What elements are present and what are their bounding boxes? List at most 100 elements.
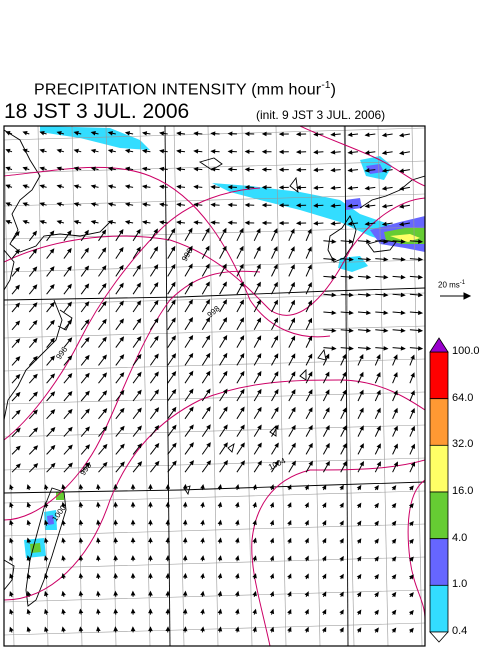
wind-vector-head [339, 573, 344, 579]
wind-vector-head [56, 166, 62, 171]
wind-vector-head [366, 257, 372, 262]
wind-vector-head [188, 245, 193, 251]
wind-vector-head [257, 442, 262, 448]
colorbar-segment [429, 584, 449, 633]
wind-vector-head [188, 227, 193, 234]
wind-vector-head [376, 371, 381, 378]
wind-vector-head [78, 590, 84, 596]
wind-vector-head [235, 590, 240, 597]
wind-vector-head [32, 337, 38, 344]
wind-vector-head [356, 573, 362, 580]
precipitation-areas [24, 126, 425, 558]
wind-vector-head [287, 608, 292, 615]
wind-vector-head [73, 202, 79, 207]
wind-vector-head [348, 292, 354, 298]
wind-vector-head [222, 299, 227, 305]
wind-vector-head [308, 424, 313, 431]
wind-vector-head [78, 519, 84, 525]
wind-vector-head [391, 609, 397, 615]
precip-cells-northeast-core [366, 164, 384, 174]
wind-vector-head [26, 484, 32, 490]
wind-vector-head [176, 202, 182, 208]
wind-vector-head [418, 292, 424, 298]
wind-vector-head [295, 220, 301, 226]
wind-vector-head [400, 310, 406, 316]
wind-vector-head [67, 426, 73, 432]
wind-vector-head [235, 519, 240, 525]
wind-vector-head [32, 320, 38, 326]
wind-vector-head [210, 184, 216, 190]
wind-vector-head [124, 202, 131, 207]
wind-vector-head [244, 184, 250, 190]
wind-vector-head [73, 219, 79, 225]
meridian-line [275, 126, 287, 646]
wind-vector-head [136, 264, 141, 270]
wind-vector-head [418, 274, 424, 280]
wind-vector-head [252, 626, 257, 632]
wind-vector-head [148, 572, 153, 578]
wind-vector-head [101, 265, 107, 271]
wind-vector-head [200, 626, 205, 632]
isobar-998-diag [4, 270, 261, 521]
wind-vector-head [239, 353, 245, 359]
wind-vector-head [188, 370, 194, 376]
wind-vector-head [148, 501, 153, 507]
wind-vector-head [176, 220, 182, 225]
wind-vector-head [307, 299, 312, 306]
wind-vector-head [273, 353, 279, 359]
wind-vector-head [5, 202, 11, 207]
wind-vector-head [5, 148, 11, 154]
wind-vector-head [313, 167, 319, 173]
wind-vector-head [359, 443, 364, 449]
wind-vector-head [222, 335, 228, 341]
wind-vector-head [408, 574, 414, 580]
wind-vector-head [227, 220, 233, 226]
wind-vector-head [50, 427, 56, 433]
wind-vector-head [408, 503, 414, 509]
wind-vector-head [148, 537, 153, 543]
parallel-line [4, 589, 425, 603]
wind-vector-head [119, 425, 125, 431]
wind-vector-head [113, 590, 119, 596]
wind-vector-head [342, 442, 347, 449]
wind-vector-head [307, 264, 312, 270]
wind-vector-head [235, 626, 240, 632]
wind-vector-head [200, 608, 205, 614]
wind-vector-head [321, 484, 327, 490]
wind-vector-head [398, 168, 405, 174]
wind-vector-head [418, 239, 424, 244]
wind-vector-head [359, 460, 364, 467]
wind-vector-head [278, 185, 284, 190]
wind-vector-head [136, 371, 142, 377]
wind-vector-head [130, 572, 136, 578]
wind-vector-head [96, 590, 101, 596]
wind-vector-head [304, 591, 309, 597]
wind-vector-head [130, 519, 136, 525]
wind-vector-head [113, 608, 119, 614]
parallel-line [4, 424, 425, 438]
wind-vector-head [348, 257, 354, 262]
wind-vector-head [165, 519, 171, 525]
wind-vector-head [235, 572, 240, 579]
wind-vector-head [66, 230, 72, 236]
wind-vector-head [102, 408, 108, 414]
wind-vector-head [159, 166, 165, 172]
wind-vector-head [67, 408, 73, 415]
wind-vector-head [287, 626, 292, 632]
wind-vector-head [130, 590, 136, 596]
wind-vector-head [124, 166, 131, 172]
wind-vector-head [182, 537, 188, 543]
wind-vector-head [274, 442, 279, 448]
wind-vector-head [148, 555, 153, 560]
wind-vector-head [356, 609, 362, 615]
wind-vector-head [188, 388, 194, 394]
wind-vector-head [398, 186, 405, 191]
wind-vector-head [348, 239, 354, 244]
wind-vector-head [235, 483, 240, 490]
wind-vector-head [273, 246, 278, 252]
wind-vector-head [290, 228, 295, 234]
wind-vector-head [170, 263, 176, 270]
wind-vector-head [119, 282, 124, 288]
wind-vector-head [304, 608, 309, 615]
wind-vector-head [101, 282, 107, 289]
